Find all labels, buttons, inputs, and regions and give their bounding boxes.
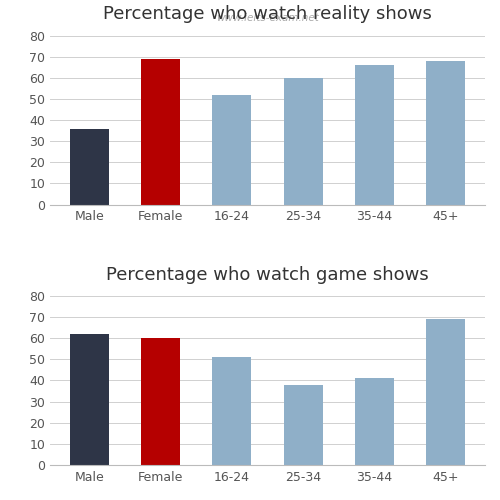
Bar [70, 334, 109, 465]
Bar [355, 65, 394, 204]
Title: Percentage who watch reality shows: Percentage who watch reality shows [103, 6, 432, 24]
Bar [284, 384, 323, 465]
Text: www.ielts-exam.net: www.ielts-exam.net [216, 13, 319, 23]
Bar [355, 378, 394, 465]
Title: Percentage who watch game shows: Percentage who watch game shows [106, 266, 429, 284]
Bar [141, 338, 180, 465]
Bar [212, 357, 252, 465]
Bar [426, 319, 465, 465]
Bar [212, 94, 252, 204]
Bar [141, 59, 180, 204]
Bar [284, 78, 323, 204]
Bar [426, 61, 465, 204]
Bar [70, 128, 109, 204]
